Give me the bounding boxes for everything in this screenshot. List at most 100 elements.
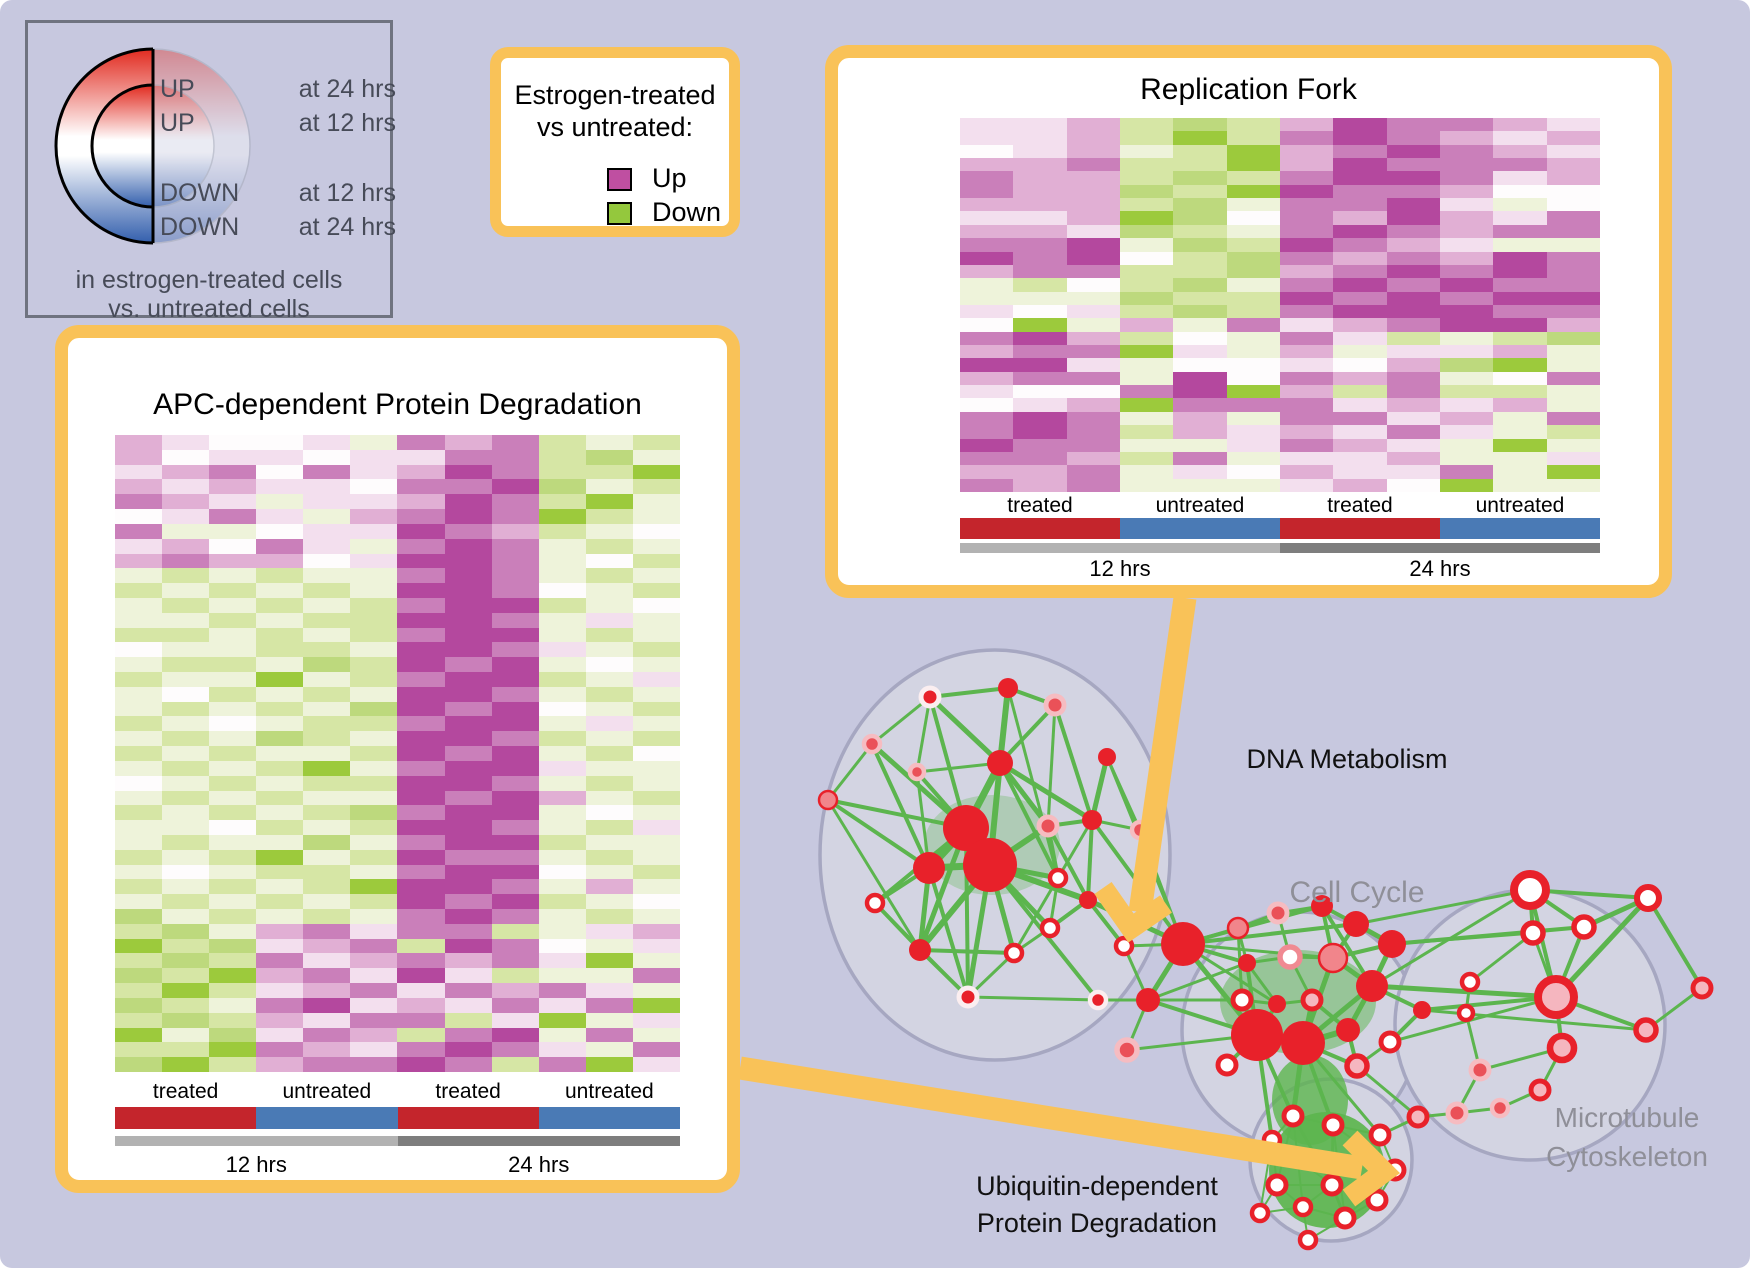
heatmap-cell [1013,158,1067,172]
network-edge [1086,819,1094,901]
up-swatch [607,168,632,191]
heatmap-cell [491,716,539,732]
heatmap-cell [1013,465,1067,479]
heatmap-cell [397,583,445,598]
heatmap-cell [1279,425,1334,439]
heatmap-cell [1493,304,1547,319]
heatmap-cell [960,345,1014,359]
heatmap-cell [115,731,163,747]
heatmap-cell [632,509,680,524]
hrs24-bar [397,1136,680,1146]
heatmap-cell [632,597,680,613]
heatmap-cell [162,494,210,510]
heatmap-cell [350,464,398,480]
heatmap-cell [256,746,304,761]
heatmap-cell [1546,425,1600,439]
heatmap-cell [538,775,586,791]
heatmap-cell [1493,184,1547,199]
heatmap-cell [303,716,351,732]
ring-legend-time: at 24 hrs [298,75,396,103]
heatmap-cell [1226,184,1280,199]
heatmap-cell [1386,171,1440,185]
heatmap-cell [397,627,445,643]
heatmap-cell [632,879,680,895]
heatmap-cell [1173,291,1227,305]
network-edge [1371,983,1557,1000]
heatmap-cell [162,597,210,613]
ring-legend-time: at 12 hrs [298,109,396,137]
network-edge [1147,961,1248,1002]
heatmap-cell [209,746,257,761]
heatmap-cell [960,438,1014,452]
heatmap-cell [1493,291,1547,305]
heatmap-cell [585,953,633,969]
heatmap-cell [303,909,351,924]
heatmap-cell [162,509,210,524]
heatmap-cell [585,553,633,569]
heatmap-cell [960,251,1014,265]
heatmap-cell [397,672,445,687]
heatmap-cell [1013,171,1067,185]
heatmap-cell [1439,144,1494,159]
heatmap-cell [162,583,210,598]
time-label: 12 hrs [225,1152,287,1177]
heatmap-cell [491,731,539,747]
heatmap-cell [444,449,492,465]
heatmap-cell [256,523,304,539]
heatmap-cell [1386,158,1440,172]
heatmap-cell [397,1012,445,1028]
heatmap-cell [1333,131,1387,145]
heatmap-cell [1226,131,1280,145]
heatmap-cell [960,425,1014,439]
heatmap-cell [538,923,586,939]
heatmap-cell [960,451,1014,466]
heatmap-cell [1013,358,1067,372]
dna-metabolism-label: DNA Metabolism [1246,744,1448,774]
heatmap-cell [1439,118,1494,132]
heatmap-cell [350,597,398,613]
heatmap-cell [209,494,257,510]
heatmap-cell [350,894,398,910]
heatmap-cell [538,657,586,673]
heatmap-cell [1493,425,1547,439]
heatmap-cell [1066,144,1120,159]
heatmap-cell [115,701,163,717]
heatmap-cell [303,553,351,569]
heatmap-cell [115,997,163,1013]
heatmap-cell [632,983,680,998]
heatmap-cell [1493,318,1547,332]
heatmap-cell [491,746,539,761]
heatmap-cell [1066,465,1120,479]
heatmap-cell [538,1042,586,1058]
microtubule-cytoskeleton-label: Microtubule Cytoskeleton [1487,1098,1750,1176]
network-node-r [909,939,931,961]
network-node-r [943,805,989,851]
heatmap-cell [256,923,304,939]
heatmap-cell [1226,411,1280,426]
heatmap-cell [1119,198,1174,212]
apc-panel-title: APC-dependent Protein Degradation [153,388,642,421]
heatmap-cell [303,983,351,998]
heatmap-cell [585,583,633,598]
heatmap-cell [1279,171,1334,185]
heatmap-cell [1333,304,1387,319]
ring-inner-left [90,83,153,209]
heatmap-cell [1279,331,1334,346]
heatmap-cell [1333,331,1387,346]
heatmap-cell [1333,211,1387,225]
heatmap-cell [444,523,492,539]
heatmap-cell [491,938,539,954]
heatmap-cell [444,642,492,658]
heatmap-cell [256,834,304,850]
heatmap-cell [350,760,398,776]
ubiquitin-label: Ubiquitin-dependent Protein Degradation [947,1168,1247,1242]
heatmap-cell [303,597,351,613]
heatmap-cell [162,716,210,732]
heatmap-cell [303,894,351,910]
heatmap-cell [209,760,257,776]
heatmap-cell [303,523,351,539]
heatmap-cell [1119,264,1174,279]
heatmap-cell [162,686,210,702]
heatmap-cell [303,879,351,895]
heatmap-cell [303,923,351,939]
